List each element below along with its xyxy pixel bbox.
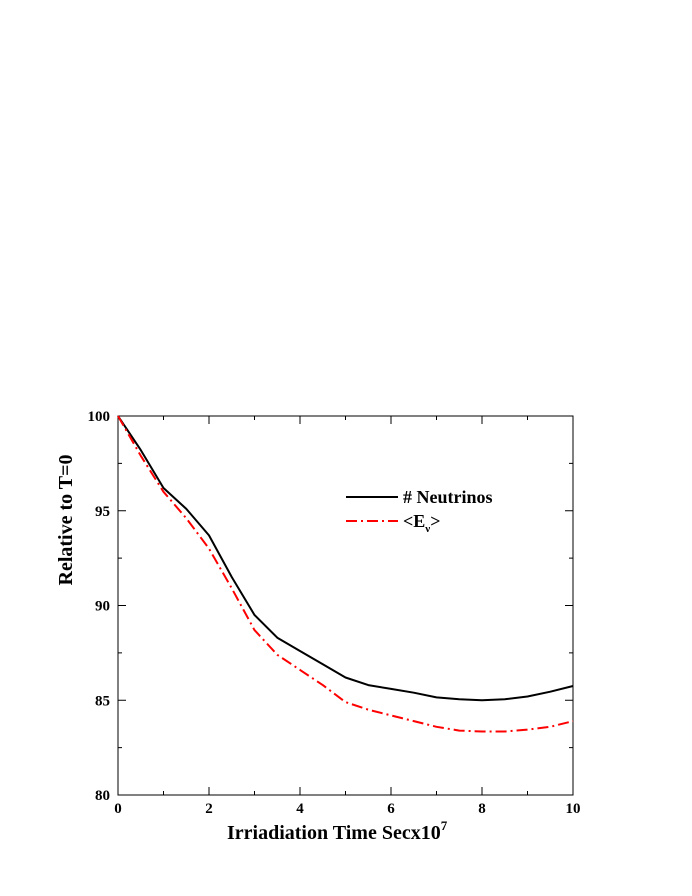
x-tick-label: 4 xyxy=(296,801,304,817)
legend-label-energy: <Eν> xyxy=(403,511,440,535)
x-tick-label: 6 xyxy=(387,801,395,817)
y-tick-label: 95 xyxy=(95,504,110,520)
x-tick-label: 2 xyxy=(205,801,213,817)
legend-label-energy-suffix: > xyxy=(430,511,440,531)
y-tick-label: 100 xyxy=(88,409,111,425)
x-tick-label: 10 xyxy=(566,801,581,817)
axis-tick-labels: 0 2 4 6 8 10 80 85 90 95 100 xyxy=(88,409,581,817)
series-line-0 xyxy=(117,415,574,702)
series-layer xyxy=(117,415,574,733)
y-tick-label: 90 xyxy=(95,599,110,615)
axis-ticks xyxy=(117,415,574,796)
x-tick-label: 8 xyxy=(478,801,486,817)
legend-label-neutrinos: # Neutrinos xyxy=(403,487,493,507)
plot-frame xyxy=(117,415,574,796)
legend: # Neutrinos <Eν> xyxy=(346,487,493,535)
x-tick-label: 0 xyxy=(114,801,122,817)
x-axis-title-exponent: 7 xyxy=(441,818,448,833)
x-axis-title: Irriadiation Time Secx107 xyxy=(227,818,448,844)
y-axis-title: Relative to T=0 xyxy=(55,454,77,585)
y-tick-label: 85 xyxy=(95,693,110,709)
y-tick-label: 80 xyxy=(95,788,110,804)
series-line-1 xyxy=(117,415,574,733)
legend-label-energy-subscript: ν xyxy=(424,523,430,535)
